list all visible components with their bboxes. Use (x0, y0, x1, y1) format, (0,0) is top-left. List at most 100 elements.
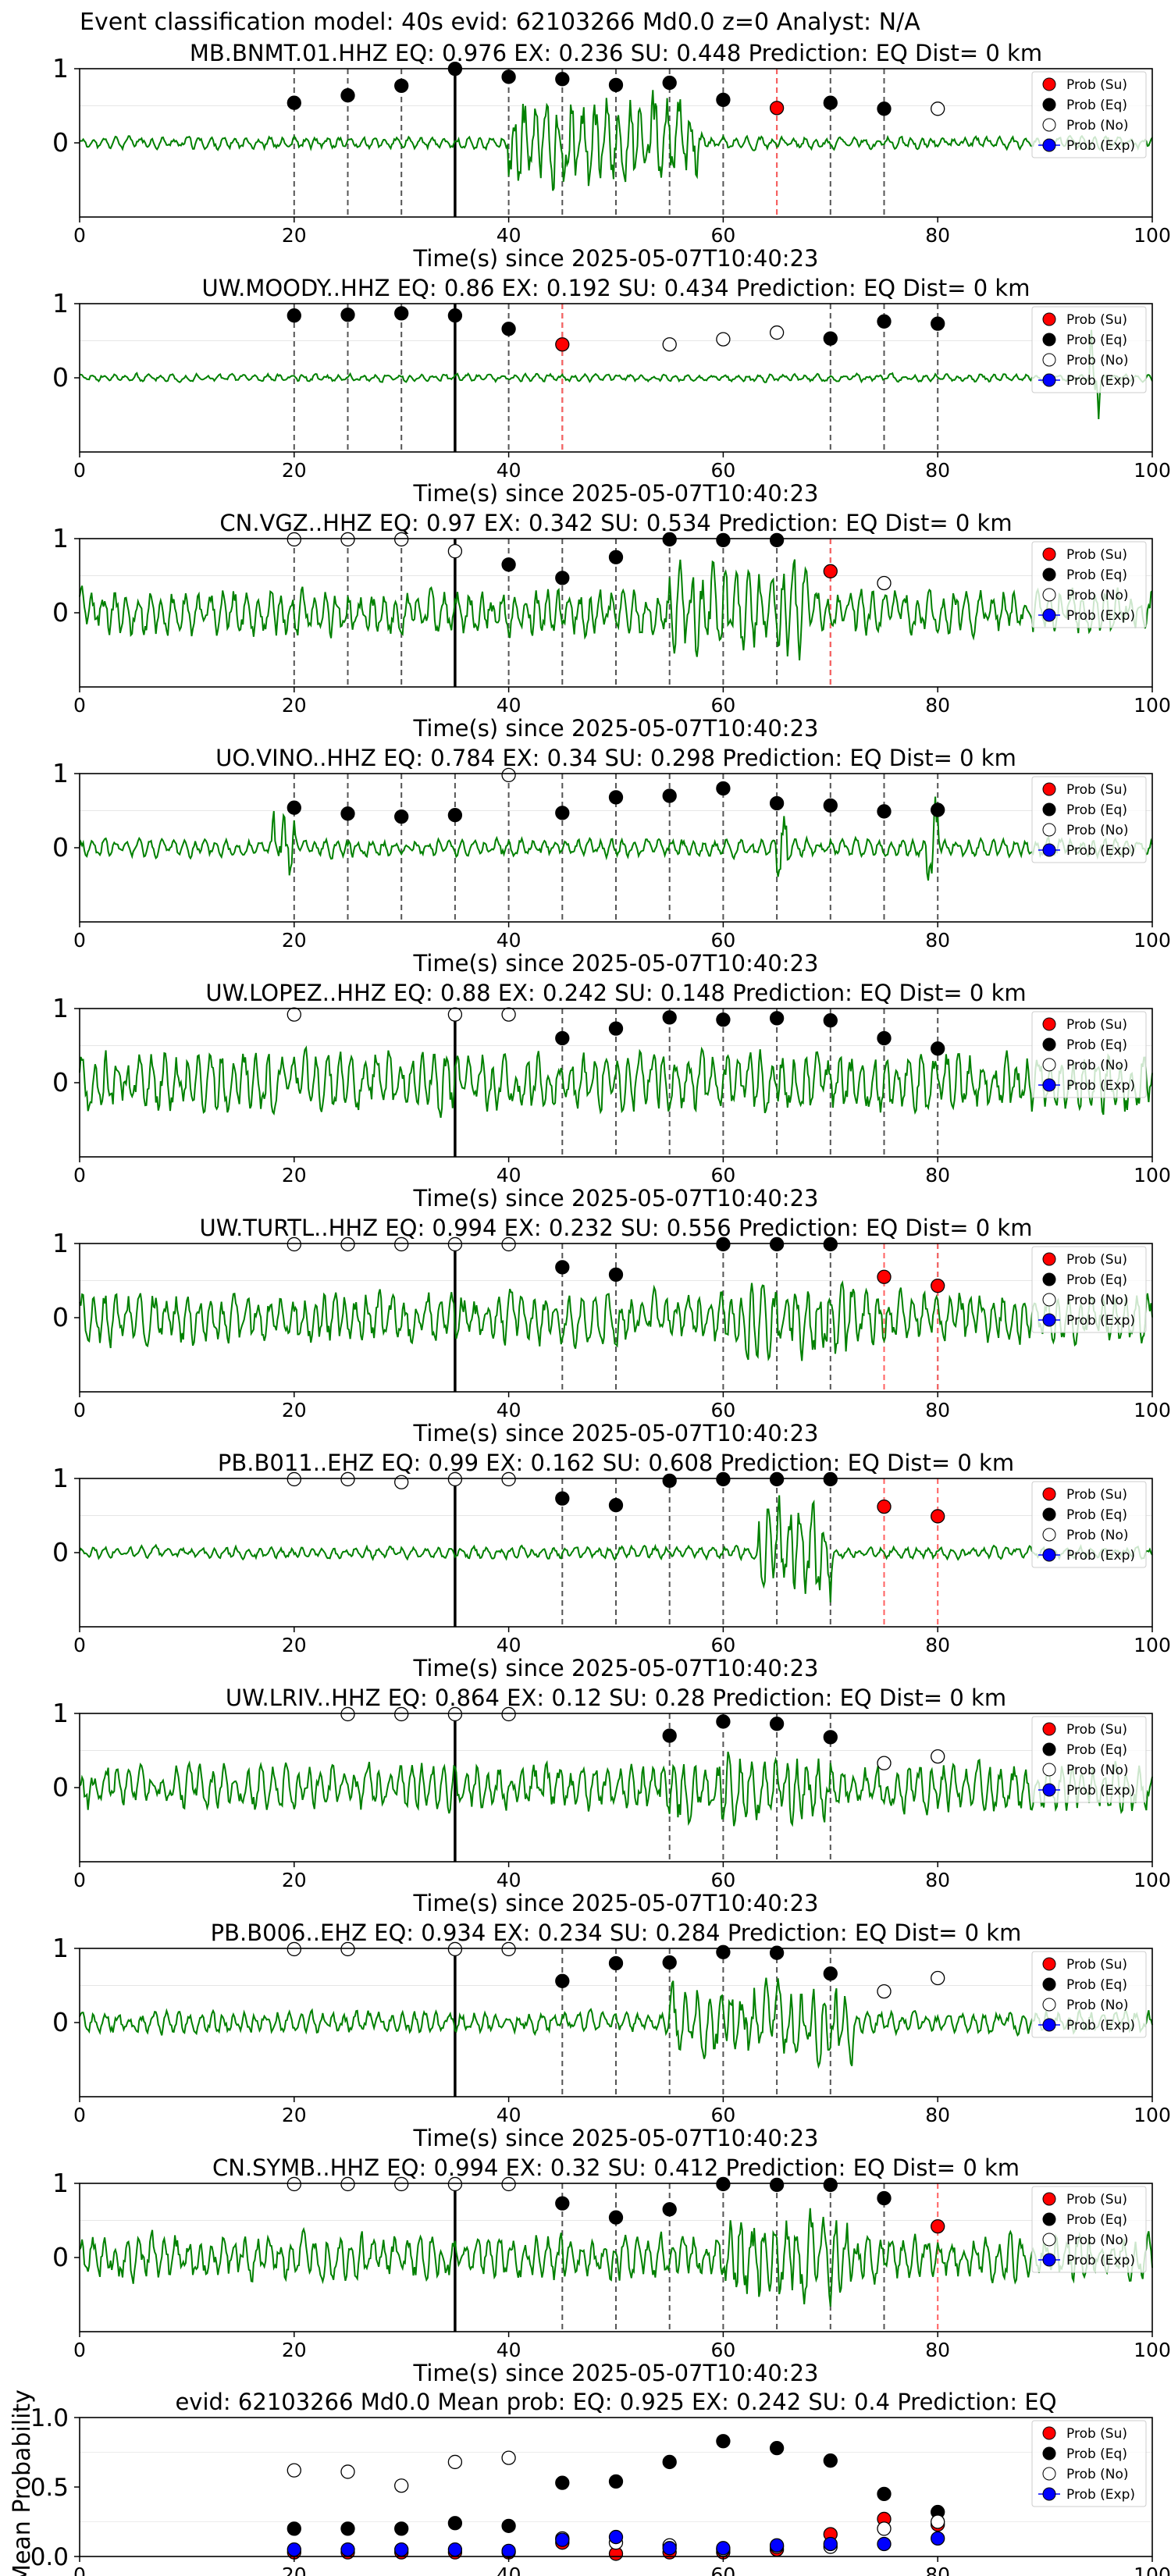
prob-point-eq (769, 2177, 785, 2193)
legend-label: Prob (No) (1066, 1998, 1129, 2013)
x-tick-label: 60 (710, 2104, 735, 2126)
prob-point-no (501, 1471, 516, 1487)
prob-point-eq (769, 1236, 785, 1252)
x-tick-label: 40 (497, 2564, 521, 2576)
legend-marker (1042, 2487, 1056, 2501)
legend-label: Prob (Exp) (1066, 138, 1135, 154)
mean-point-exp (662, 2541, 677, 2556)
legend-marker (1042, 2446, 1056, 2460)
x-tick-label: 0 (73, 1634, 86, 1656)
prob-point-eq (501, 69, 516, 84)
y-tick-label: 1 (52, 288, 69, 318)
prob-point-no (287, 1941, 301, 1957)
mean-point-no (877, 2521, 892, 2536)
prob-point-no (931, 1749, 945, 1764)
y-tick-label: 0 (52, 1067, 69, 1098)
prob-point-no (340, 2176, 355, 2192)
y-axis-label: Mean Probability (9, 2389, 36, 2576)
prob-point-no (931, 101, 945, 116)
x-tick-label: 60 (710, 929, 735, 952)
prob-point-eq (608, 2210, 624, 2225)
x-tick-label: 0 (73, 1869, 86, 1891)
waveform (79, 559, 1153, 661)
mean-point-eq (769, 2441, 785, 2456)
x-tick-label: 40 (497, 1164, 521, 1187)
legend-marker (1042, 843, 1056, 857)
x-axis-label: Time(s) since 2025-05-07T10:40:23 (413, 245, 819, 272)
legend-marker (1042, 2233, 1056, 2247)
legend-marker (1042, 1252, 1056, 1266)
prob-point-eq (340, 806, 355, 821)
x-axis-label: Time(s) since 2025-05-07T10:40:23 (413, 480, 819, 507)
mean-point-exp (287, 2542, 301, 2557)
legend-marker (1042, 1507, 1056, 1521)
prob-point-eq (447, 308, 463, 323)
x-tick-label: 20 (282, 1869, 307, 1891)
legend-box (1031, 541, 1147, 628)
x-tick-label: 40 (497, 459, 521, 482)
prob-point-eq (716, 1012, 731, 1027)
prob-point-eq (287, 308, 301, 323)
prob-point-eq (501, 322, 516, 336)
prob-point-eq (823, 95, 838, 110)
legend-marker (1042, 1058, 1056, 1072)
prob-point-no (287, 1236, 301, 1252)
waveform (79, 796, 1153, 881)
panel-title: evid: 62103266 Md0.0 Mean prob: EQ: 0.92… (175, 2389, 1056, 2415)
x-tick-label: 0 (73, 459, 86, 482)
figure-title: Event classification model: 40s evid: 62… (80, 9, 920, 36)
mean-point-eq (608, 2474, 624, 2489)
legend-label: Prob (Exp) (1066, 843, 1135, 859)
mean-point-exp (877, 2536, 892, 2552)
prob-point-no (394, 532, 409, 547)
prob-point-su (931, 1509, 945, 1524)
legend-box (1031, 1716, 1147, 1803)
prob-point-no (501, 2176, 516, 2192)
prob-point-eq (555, 1491, 570, 1506)
y-tick-label: 1 (52, 1933, 69, 1963)
prob-point-eq (555, 571, 570, 585)
legend-label: Prob (Exp) (1066, 373, 1135, 389)
mean-point-no (394, 2478, 409, 2493)
legend-label: Prob (Su) (1066, 312, 1127, 328)
y-tick-label: 1 (52, 993, 69, 1023)
x-tick-label: 0 (73, 224, 86, 247)
prob-point-no (447, 1007, 463, 1022)
legend-label: Prob (Exp) (1066, 2253, 1135, 2268)
prob-point-eq (931, 802, 945, 817)
prob-point-eq (823, 331, 838, 346)
legend-marker (1042, 2018, 1056, 2032)
x-tick-label: 80 (925, 1164, 950, 1187)
prob-point-su (555, 337, 570, 352)
station-panel: PB.B006..EHZ EQ: 0.934 EX: 0.234 SU: 0.2… (52, 1920, 1171, 2151)
legend-label: Prob (Su) (1066, 782, 1127, 798)
prob-point-eq (608, 1955, 624, 1971)
waveform (79, 1045, 1153, 1119)
x-tick-label: 100 (1134, 459, 1171, 482)
station-panel: MB.BNMT.01.HHZ EQ: 0.976 EX: 0.236 SU: 0… (52, 40, 1171, 272)
prob-point-eq (823, 1966, 838, 1981)
waveform (79, 2208, 1153, 2307)
waveform (79, 1751, 1153, 1827)
x-tick-label: 20 (282, 2339, 307, 2361)
prob-point-eq (823, 1471, 838, 1487)
x-axis-label: Time(s) since 2025-05-07T10:40:23 (413, 950, 819, 977)
x-tick-label: 80 (925, 929, 950, 952)
prob-point-no (287, 1471, 301, 1487)
station-panel: CN.VGZ..HHZ EQ: 0.97 EX: 0.342 SU: 0.534… (52, 510, 1171, 742)
panel-title: PB.B006..EHZ EQ: 0.934 EX: 0.234 SU: 0.2… (211, 1920, 1022, 1946)
legend-marker (1042, 118, 1056, 132)
legend-label: Prob (No) (1066, 2467, 1129, 2482)
mean-point-exp (608, 2529, 624, 2545)
legend-label: Prob (Eq) (1066, 333, 1127, 348)
y-tick-label: 1 (52, 758, 69, 788)
x-tick-label: 100 (1134, 224, 1171, 247)
x-tick-label: 20 (282, 1634, 307, 1656)
x-tick-label: 60 (710, 459, 735, 482)
prob-point-eq (716, 1714, 731, 1729)
x-tick-label: 80 (925, 1634, 950, 1656)
legend-marker (1042, 2253, 1056, 2267)
station-panel: PB.B011..EHZ EQ: 0.99 EX: 0.162 SU: 0.60… (52, 1450, 1171, 1681)
prob-point-no (501, 1007, 516, 1022)
